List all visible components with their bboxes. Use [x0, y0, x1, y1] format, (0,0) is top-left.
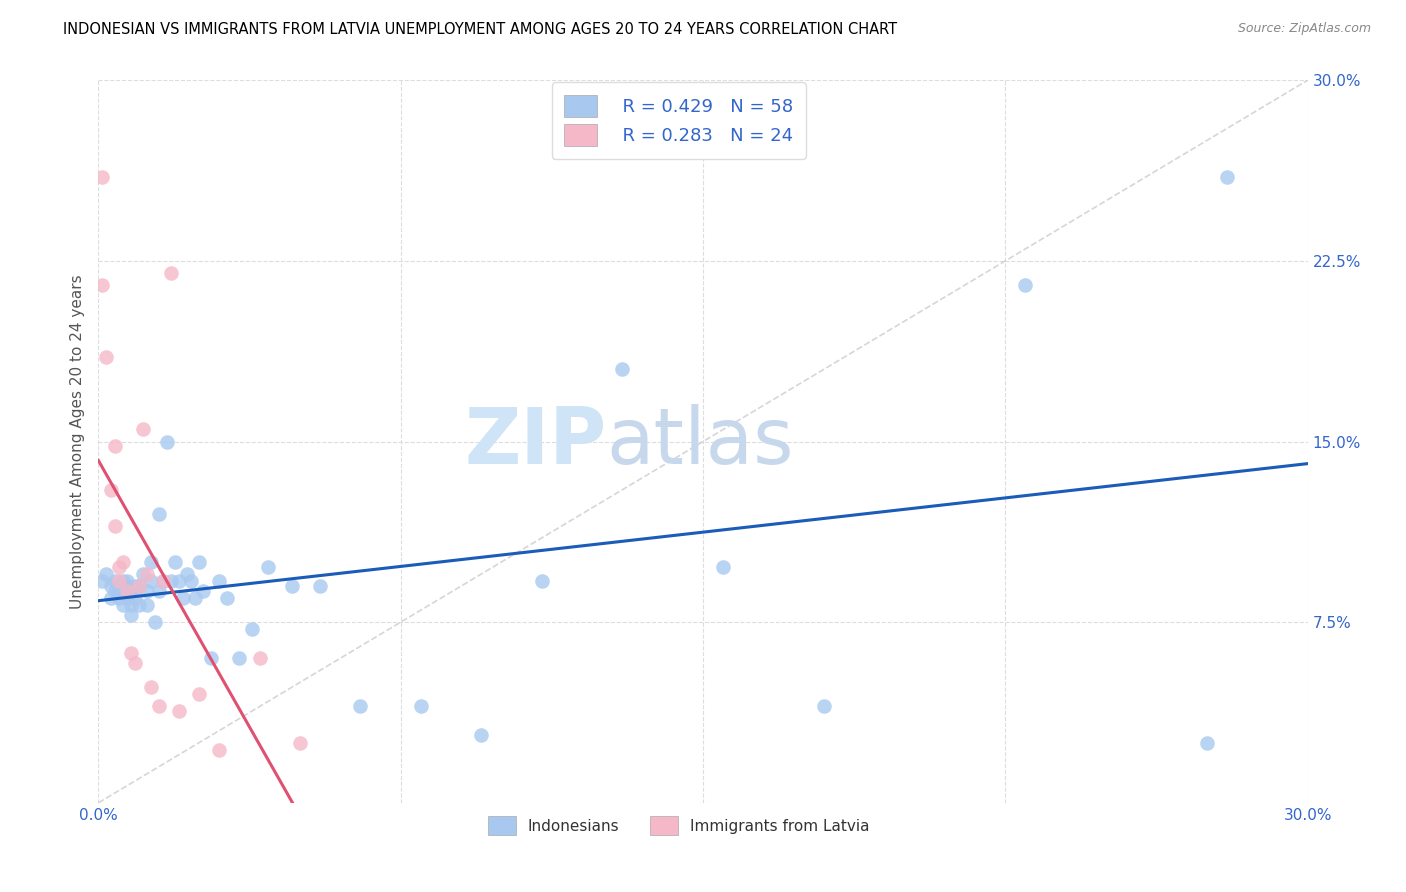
Point [111, 555, 134, 569]
Point [100, 591, 122, 605]
Point [111, 599, 134, 613]
Point [148, 699, 170, 714]
Point [256, 559, 278, 574]
Point [188, 687, 211, 701]
Point [152, 574, 174, 589]
Point [184, 591, 207, 605]
Point [103, 439, 125, 453]
Point [124, 579, 146, 593]
Point [139, 555, 162, 569]
Point [217, 591, 239, 605]
Point [208, 743, 231, 757]
Point [193, 583, 215, 598]
Point [1014, 277, 1036, 292]
Point [100, 483, 122, 497]
Point [139, 680, 162, 694]
Point [103, 518, 125, 533]
Point [470, 728, 492, 742]
Point [128, 599, 150, 613]
Point [167, 704, 190, 718]
Point [1195, 735, 1218, 749]
Point [96, 567, 118, 582]
Point [103, 583, 125, 598]
Point [288, 735, 311, 749]
Point [120, 647, 142, 661]
Point [107, 574, 129, 589]
Point [172, 591, 194, 605]
Point [120, 599, 142, 613]
Point [91, 574, 114, 589]
Point [148, 507, 170, 521]
Point [180, 574, 202, 589]
Point [160, 574, 183, 589]
Point [167, 574, 190, 589]
Point [132, 422, 155, 436]
Y-axis label: Unemployment Among Ages 20 to 24 years: Unemployment Among Ages 20 to 24 years [69, 274, 84, 609]
Point [135, 599, 157, 613]
Point [156, 434, 179, 449]
Point [91, 277, 114, 292]
Point [111, 574, 134, 589]
Point [1216, 169, 1239, 184]
Point [309, 579, 332, 593]
Point [120, 583, 142, 598]
Point [409, 699, 432, 714]
Point [115, 579, 138, 593]
Point [240, 623, 263, 637]
Point [128, 579, 150, 593]
Point [530, 574, 553, 589]
Point [115, 574, 138, 589]
Point [281, 579, 304, 593]
Point [107, 559, 129, 574]
Text: ZIP: ZIP [464, 403, 606, 480]
Point [208, 574, 231, 589]
Text: Source: ZipAtlas.com: Source: ZipAtlas.com [1237, 22, 1371, 36]
Point [91, 169, 114, 184]
Point [107, 583, 129, 598]
Point [103, 574, 125, 589]
Point [163, 555, 186, 569]
Point [188, 555, 211, 569]
Point [96, 350, 118, 364]
Point [132, 567, 155, 582]
Point [200, 651, 222, 665]
Legend: Indonesians, Immigrants from Latvia: Indonesians, Immigrants from Latvia [478, 805, 880, 846]
Point [115, 591, 138, 605]
Point [120, 607, 142, 622]
Point [711, 559, 734, 574]
Point [135, 583, 157, 598]
Point [128, 579, 150, 593]
Point [612, 362, 634, 376]
Point [249, 651, 271, 665]
Point [148, 583, 170, 598]
Text: atlas: atlas [606, 403, 794, 480]
Point [160, 266, 183, 280]
Point [349, 699, 371, 714]
Point [135, 567, 157, 582]
Point [107, 591, 129, 605]
Point [107, 579, 129, 593]
Point [124, 656, 146, 670]
Point [143, 615, 166, 630]
Point [152, 574, 174, 589]
Point [124, 591, 146, 605]
Point [176, 567, 198, 582]
Point [228, 651, 250, 665]
Point [813, 699, 835, 714]
Point [115, 583, 138, 598]
Point [139, 574, 162, 589]
Point [100, 579, 122, 593]
Text: INDONESIAN VS IMMIGRANTS FROM LATVIA UNEMPLOYMENT AMONG AGES 20 TO 24 YEARS CORR: INDONESIAN VS IMMIGRANTS FROM LATVIA UNE… [63, 22, 897, 37]
